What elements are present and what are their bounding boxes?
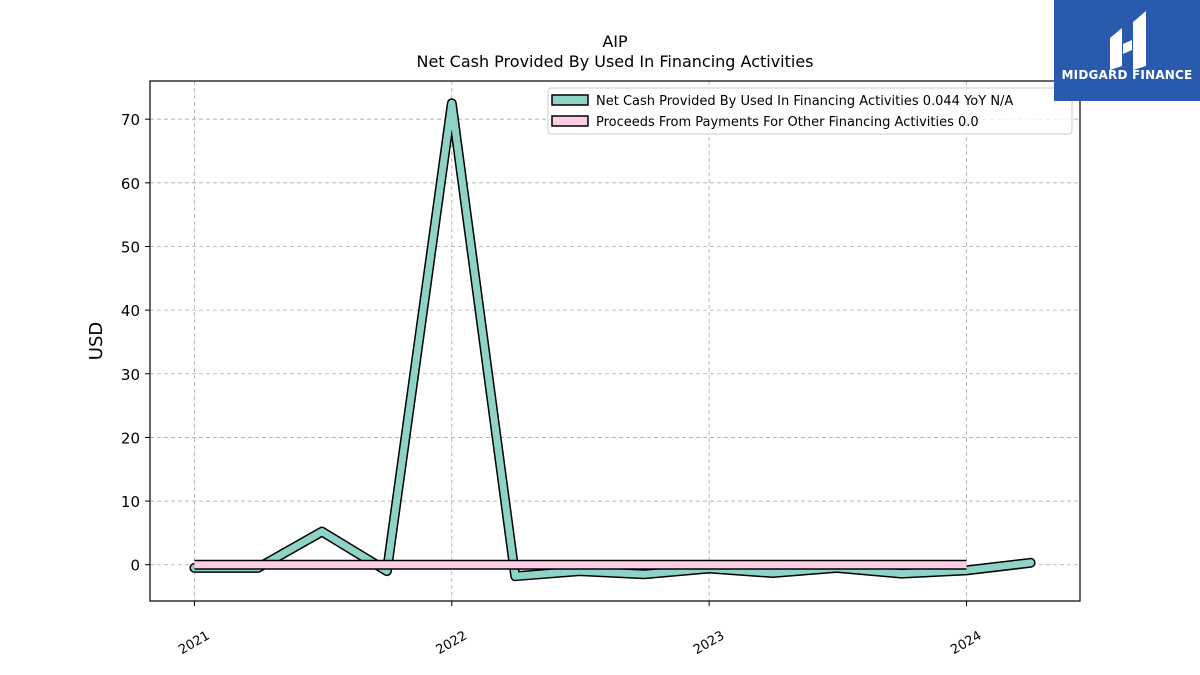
brand-logo: MIDGARD FINANCE bbox=[1054, 0, 1200, 101]
brand-mark-icon bbox=[1110, 11, 1146, 70]
legend: Net Cash Provided By Used In Financing A… bbox=[547, 87, 1073, 135]
legend-swatch bbox=[551, 115, 589, 127]
x-tick-label: 2023 bbox=[691, 628, 727, 658]
chart-title: AIP bbox=[602, 32, 628, 51]
legend-label: Proceeds From Payments For Other Financi… bbox=[596, 115, 979, 130]
series-0 bbox=[189, 98, 1036, 582]
legend-box bbox=[547, 87, 1073, 135]
y-tick-label: 50 bbox=[121, 238, 140, 256]
series-line bbox=[190, 99, 1035, 580]
series-layer bbox=[189, 98, 1036, 582]
x-tick-label: 2024 bbox=[948, 628, 984, 658]
x-tick-label: 2022 bbox=[434, 628, 470, 658]
chart-subtitle: Net Cash Provided By Used In Financing A… bbox=[416, 52, 814, 71]
axes: 0 10 20 30 40 50 60 70 2021 2022 2023 2024 USD bbox=[86, 111, 984, 658]
x-tick-label: 2021 bbox=[176, 628, 212, 658]
legend-label: Net Cash Provided By Used In Financing A… bbox=[596, 94, 1013, 109]
y-tick-label: 30 bbox=[121, 366, 140, 384]
y-tick-label: 40 bbox=[121, 302, 140, 320]
y-tick-label: 60 bbox=[121, 175, 140, 193]
y-tick-label: 70 bbox=[121, 111, 140, 129]
plot-frame bbox=[149, 80, 1081, 602]
y-tick-label: 0 bbox=[130, 557, 140, 575]
y-tick-label: 10 bbox=[121, 493, 140, 511]
y-axis-label: USD bbox=[86, 322, 107, 360]
grid bbox=[150, 81, 1080, 601]
legend-swatch bbox=[551, 94, 589, 106]
y-tick-label: 20 bbox=[121, 429, 140, 447]
series-line-outline bbox=[189, 98, 1036, 582]
brand-name: MIDGARD FINANCE bbox=[1061, 68, 1193, 82]
